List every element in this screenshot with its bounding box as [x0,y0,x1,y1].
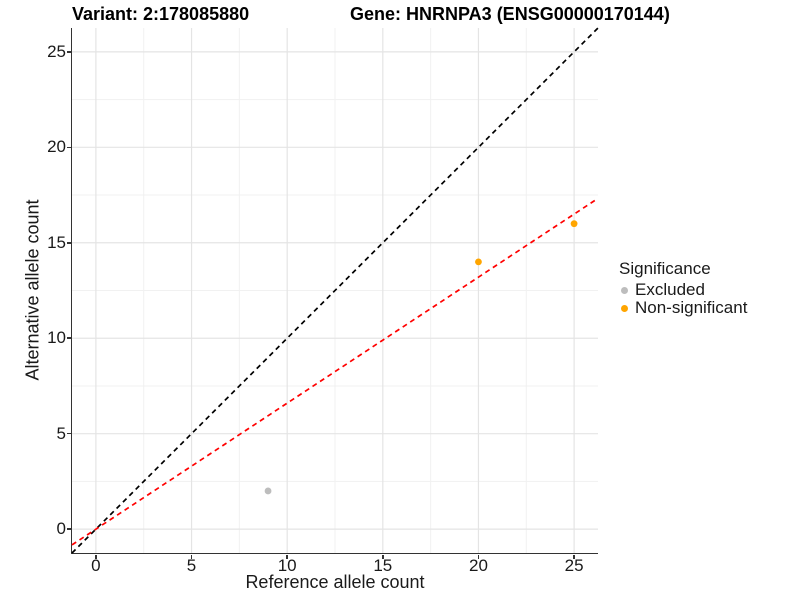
legend-title: Significance [619,259,711,278]
legend-item-non-significant: Non-significant [619,299,794,317]
legend-dot-icon [621,286,628,294]
legend-item-label: Excluded [635,280,705,299]
legend-item-label: Non-significant [635,298,748,317]
chart-canvas [70,27,599,554]
x-tick-label: 20 [468,556,488,575]
plot-title-variant: Variant: 2:178085880 [72,4,250,24]
y-tick-label: 0 [56,519,66,539]
y-tick-label: 15 [47,232,66,252]
x-tick-mark [190,554,193,559]
y-tick-mark [66,528,71,530]
x-tick-label: 15 [373,556,393,575]
y-tick-mark [66,242,71,244]
y-tick-mark [66,51,71,53]
x-tick-mark [573,554,575,559]
legend: Significance Excluded Non-significant [619,259,794,317]
identity-line [70,27,599,554]
x-tick-label: 5 [186,556,197,575]
legend-items: Excluded Non-significant [619,281,794,317]
data-point-excluded [264,487,271,495]
x-tick-label: 10 [277,556,297,575]
x-tick-mark [95,554,97,559]
y-tick-label: 5 [56,423,66,443]
x-tick-mark [477,554,480,559]
y-axis-title: Alternative allele count [22,199,43,381]
y-tick-mark [66,432,71,435]
plot-title-gene: Gene: HNRNPA3 (ENSG00000170144) [350,4,670,24]
x-tick-mark [382,554,384,559]
data-point-non-significant [474,258,482,266]
y-tick-mark [66,337,71,339]
data-point-non-significant [570,220,577,228]
legend-item-excluded: Excluded [619,281,794,299]
legend-dot-icon [621,304,628,312]
y-tick-label: 10 [47,328,66,348]
y-tick-label: 25 [47,41,66,61]
fit-line [71,197,598,546]
x-tick-mark [286,554,288,559]
y-tick-label: 20 [47,137,66,157]
plot-panel [70,27,599,554]
x-tick-label: 25 [564,556,584,575]
x-axis-title: Reference allele count [245,572,425,592]
x-tick-label: 0 [91,556,101,575]
y-tick-mark [66,146,71,149]
